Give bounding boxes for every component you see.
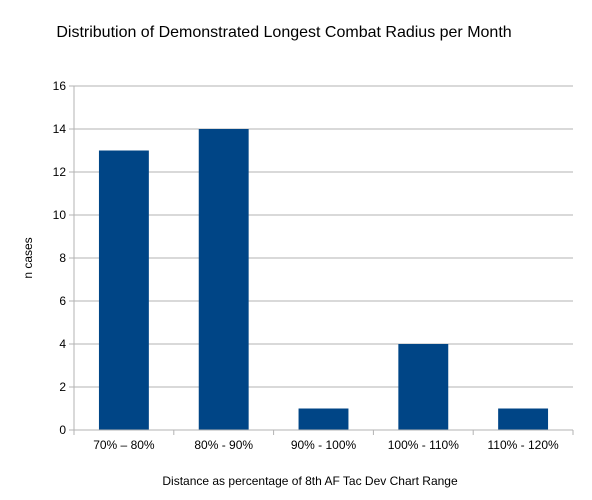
x-tick-label: 100% - 110% — [388, 438, 459, 452]
y-tick-label: 6 — [59, 294, 66, 308]
bar — [298, 408, 349, 430]
bar — [398, 344, 449, 430]
bar — [198, 129, 249, 430]
x-tick-label: 80% - 90% — [194, 438, 253, 452]
x-tick-label: 110% - 120% — [488, 438, 559, 452]
bar — [498, 408, 549, 430]
axes — [73, 86, 574, 435]
y-tick-label: 4 — [59, 337, 66, 351]
y-tick-label: 14 — [53, 122, 67, 136]
y-tick-label: 8 — [59, 251, 66, 265]
x-tick-label: 90% - 100% — [291, 438, 357, 452]
y-tick-label: 16 — [53, 79, 67, 93]
y-tick-label: 12 — [53, 165, 67, 179]
x-tick-label: 70% – 80% — [93, 438, 155, 452]
y-tick-labels: 0 2 4 6 8 10 12 14 16 — [53, 79, 67, 437]
y-tick-label: 0 — [59, 423, 66, 437]
y-tick-label: 2 — [59, 380, 66, 394]
y-tick-label: 10 — [53, 208, 67, 222]
bar — [98, 150, 149, 430]
x-axis-label: Distance as percentage of 8th AF Tac Dev… — [162, 474, 458, 488]
grid-lines — [69, 85, 573, 431]
bars — [98, 129, 549, 430]
x-tick-labels: 70% – 80% 80% - 90% 90% - 100% 100% - 110% 1… — [93, 438, 559, 452]
chart-title: Distribution of Demonstrated Longest Com… — [56, 24, 511, 41]
y-axis-label: n cases — [21, 237, 35, 278]
